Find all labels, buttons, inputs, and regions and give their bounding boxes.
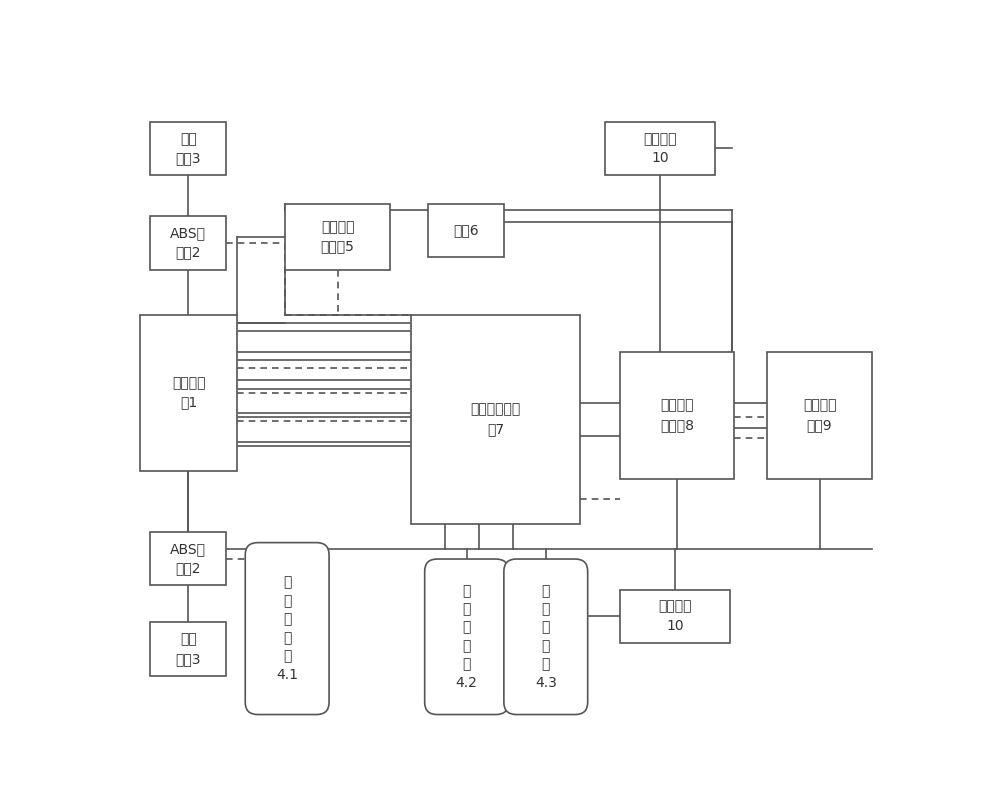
Bar (150, 532, 226, 586)
Bar (150, 122, 226, 175)
Bar (285, 204, 390, 270)
FancyBboxPatch shape (504, 559, 588, 714)
FancyBboxPatch shape (425, 559, 508, 714)
Text: 前桥控制
器1: 前桥控制 器1 (172, 376, 205, 409)
Bar (620, 590, 730, 643)
FancyBboxPatch shape (245, 543, 329, 714)
Text: 制动信号
传输器5: 制动信号 传输器5 (321, 220, 355, 254)
Bar (428, 204, 504, 258)
Text: 前桥
气室3: 前桥 气室3 (175, 132, 201, 165)
Text: 第
三
储
气
筒
4.2: 第 三 储 气 筒 4.2 (456, 584, 478, 690)
Text: 挂车控制
模块9: 挂车控制 模块9 (803, 399, 836, 432)
Text: 第
一
储
气
筒
4.1: 第 一 储 气 筒 4.1 (276, 576, 298, 681)
Text: 后桥气室
10: 后桥气室 10 (643, 132, 677, 165)
Bar (767, 352, 872, 479)
Bar (411, 314, 580, 524)
Text: 制动力管理模
块7: 制动力管理模 块7 (471, 403, 521, 436)
Bar (150, 216, 226, 270)
Text: ABS电
磁阀2: ABS电 磁阀2 (170, 542, 206, 576)
Bar (620, 352, 734, 479)
Bar (605, 122, 715, 175)
Text: 第
二
储
气
筒
4.3: 第 二 储 气 筒 4.3 (535, 584, 557, 690)
Bar (140, 314, 237, 471)
Text: 后桥驻车
控制器8: 后桥驻车 控制器8 (660, 399, 694, 432)
Text: 后桥气室
10: 后桥气室 10 (658, 599, 692, 633)
Text: ABS电
磁阀2: ABS电 磁阀2 (170, 226, 206, 260)
Text: 前桥
气室3: 前桥 气室3 (175, 633, 201, 666)
Text: 手阀6: 手阀6 (453, 224, 479, 237)
Bar (150, 622, 226, 676)
